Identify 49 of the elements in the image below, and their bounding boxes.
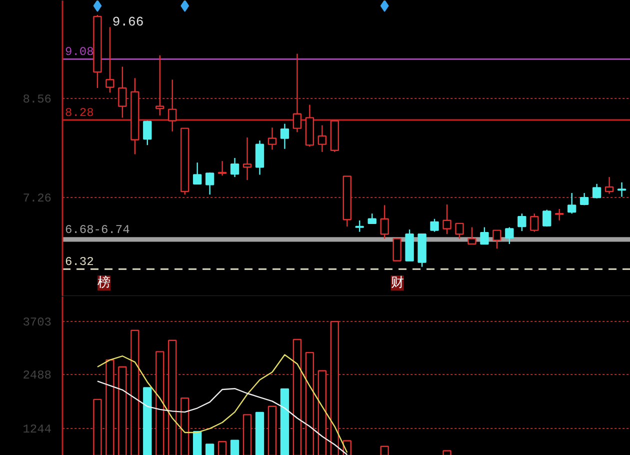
candlestick xyxy=(430,218,439,232)
candlestick xyxy=(355,220,364,232)
candlestick xyxy=(292,53,302,133)
y-tick-label: 8.56 xyxy=(22,92,52,107)
y-tick-label: 3703 xyxy=(22,316,52,330)
candlestick xyxy=(255,140,264,176)
ref-line-label: 8.28 xyxy=(64,106,94,120)
candlestick xyxy=(542,209,552,228)
line-series xyxy=(96,380,348,455)
line-series xyxy=(96,354,348,454)
candlestick xyxy=(492,230,502,250)
candlestick xyxy=(567,192,576,214)
annotation: 财 xyxy=(390,276,404,290)
candlestick xyxy=(268,126,277,150)
candlestick xyxy=(442,204,452,235)
y-tick-label: 2488 xyxy=(22,368,52,382)
candlestick xyxy=(518,212,526,232)
candlestick xyxy=(168,79,177,132)
candlestick xyxy=(205,172,214,196)
ref-line-label: 6.32 xyxy=(64,255,94,270)
candlestick xyxy=(580,192,589,206)
annotation: 榜 xyxy=(97,276,110,290)
annotation: 9.66 xyxy=(112,14,144,30)
y-tick-label: 1244 xyxy=(22,422,52,436)
candlestick xyxy=(380,204,389,240)
candlestick xyxy=(218,160,227,176)
candlestick xyxy=(318,124,326,153)
candlestick xyxy=(280,123,290,150)
candlestick xyxy=(555,208,564,222)
band-label: 6.68-6.74 xyxy=(64,223,130,238)
candlestick xyxy=(230,157,240,178)
y-tick-label: 7.26 xyxy=(22,192,52,206)
candlestick xyxy=(604,176,614,194)
ref-line-label: 9.08 xyxy=(64,45,94,60)
candlestick xyxy=(106,26,114,94)
candlestick xyxy=(242,136,252,181)
candlestick xyxy=(156,54,164,116)
candlestick xyxy=(143,120,152,146)
candlestick xyxy=(368,212,376,224)
candlestick xyxy=(192,162,202,184)
candlestick xyxy=(617,182,626,198)
candlestick xyxy=(455,222,464,240)
candlestick xyxy=(530,212,539,232)
candlestick xyxy=(592,183,602,199)
candlestick xyxy=(118,66,127,118)
candlestick xyxy=(468,226,476,245)
candlestick xyxy=(505,226,514,245)
candlestick xyxy=(480,226,489,245)
candlestick xyxy=(392,238,402,262)
